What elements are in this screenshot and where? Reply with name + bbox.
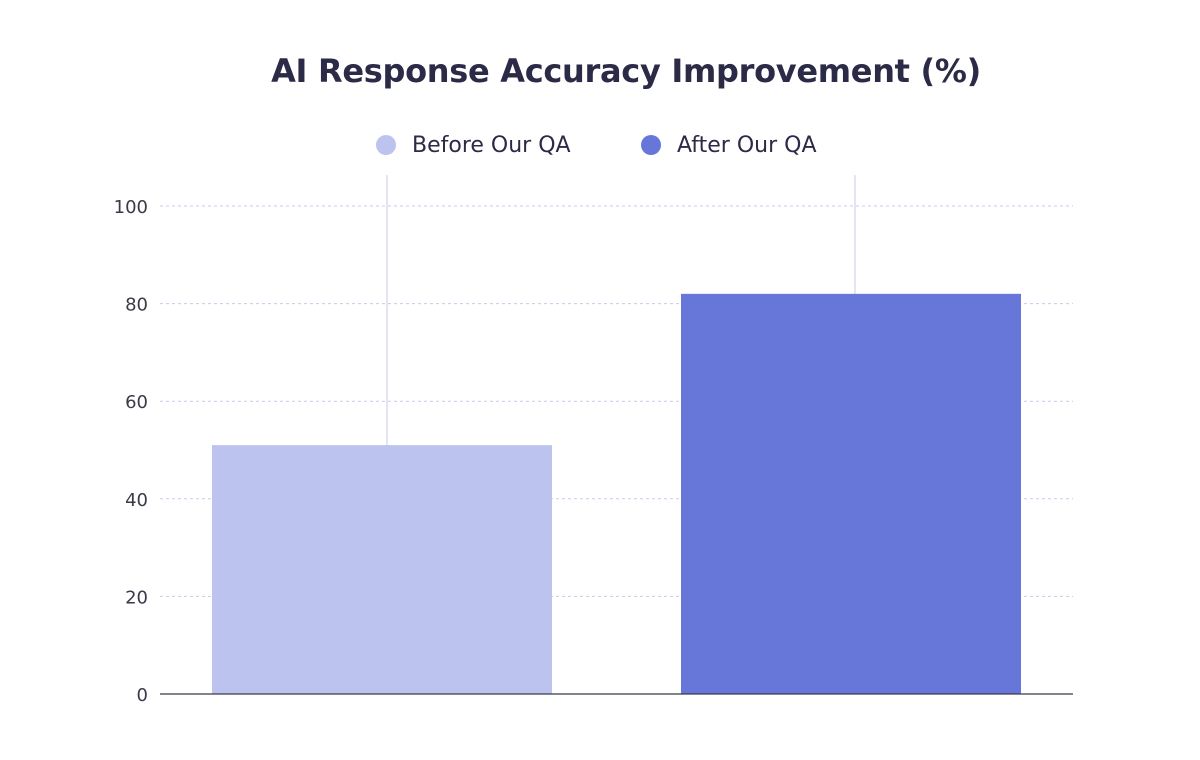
legend-swatch-before [376,135,396,155]
legend-item-after: After Our QA [641,130,817,160]
y-tick-label-80: 80 [125,295,148,316]
legend-label-before: Before Our QA [412,132,571,158]
bar-after-our-qa [681,293,1021,694]
bar-before-our-qa [212,445,552,694]
y-tick-label-0: 0 [137,685,148,706]
legend: Before Our QA After Our QA [0,130,1200,160]
y-tick-label-100: 100 [114,197,148,218]
legend-label-after: After Our QA [677,132,817,158]
y-tick-label-40: 40 [125,490,148,511]
legend-swatch-after [641,135,661,155]
y-tick-label-60: 60 [125,392,148,413]
y-tick-label-20: 20 [125,587,148,608]
legend-item-before: Before Our QA [376,130,571,160]
chart-title: AI Response Accuracy Improvement (%) [271,52,981,90]
